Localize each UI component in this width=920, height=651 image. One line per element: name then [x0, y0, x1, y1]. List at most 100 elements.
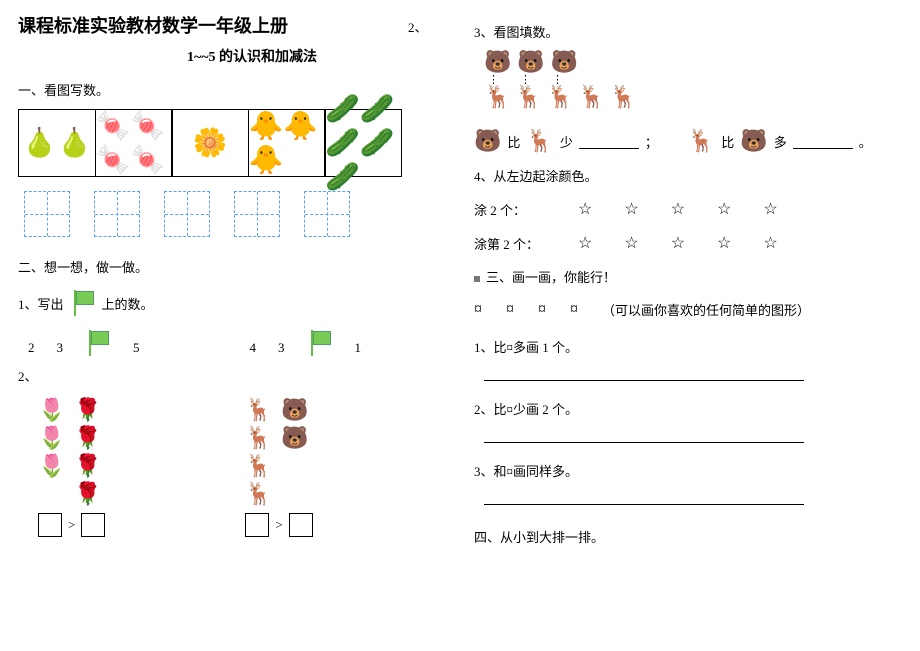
bear-row: 🐻 🐻 🐻	[484, 51, 902, 73]
seq-b: 4 3 1	[250, 330, 362, 356]
star-row-b: 涂第 2 个： ☆ ☆ ☆ ☆ ☆	[474, 233, 902, 253]
animals-block: 🦌🐻 🦌🐻 🦌 🦌 >	[225, 395, 312, 537]
flower-compare: >	[38, 513, 105, 537]
picbox-cucumbers: 🥒🥒🥒🥒🥒	[324, 109, 402, 177]
q5-3: 3、和¤画同样多。	[474, 461, 902, 480]
bear-icon: 🐻	[740, 130, 767, 152]
star-icon[interactable]: ☆	[671, 233, 685, 253]
seq-num: 1	[355, 340, 362, 356]
currency-icon: ¤	[538, 301, 546, 319]
rose-icon: 🌹	[74, 455, 102, 477]
bud-icon: 🌷	[38, 455, 66, 477]
blank-input[interactable]	[579, 134, 639, 149]
q2-1-post: 上的数。	[102, 294, 154, 313]
q6-heading: 四、从小到大排一排。	[474, 527, 902, 546]
bear-icon: 🐻	[517, 51, 544, 73]
answer-box[interactable]	[289, 513, 313, 537]
q5-heading: 三、画一画，你能行！	[474, 267, 902, 286]
worksheet-page: 课程标准实验教材数学一年级上册 2、 1~~5 的认识和加减法 一、看图写数。 …	[18, 12, 902, 556]
answer-grid-row	[18, 191, 446, 237]
flag-sequences: 2 3 5 4 3 1	[18, 330, 446, 356]
q2-heading: 二、想一想，做一做。	[18, 257, 446, 276]
deer-icon: 🦌	[484, 86, 511, 108]
q5-1: 1、比¤多画 1 个。	[474, 337, 902, 356]
answer-box[interactable]	[38, 513, 62, 537]
currency-icon: ¤	[474, 301, 482, 319]
answer-grid[interactable]	[164, 191, 210, 237]
deer-icon: 🦌	[245, 427, 273, 449]
star-label-a: 涂 2 个：	[474, 200, 546, 219]
blank-line[interactable]	[484, 424, 804, 443]
deer-icon: 🦌	[526, 130, 553, 152]
animal-grid: 🦌🐻 🦌🐻 🦌 🦌	[245, 399, 312, 505]
cmp-word: 比	[721, 132, 734, 151]
title-row: 课程标准实验教材数学一年级上册 2、	[18, 12, 446, 38]
q2-1-pre: 1、写出	[18, 294, 64, 313]
gt-symbol: >	[275, 517, 282, 533]
star-icon[interactable]: ☆	[763, 199, 777, 219]
star-label-b: 涂第 2 个：	[474, 234, 546, 253]
blank-line[interactable]	[484, 362, 804, 381]
answer-grid[interactable]	[24, 191, 70, 237]
currency-icon: ¤	[506, 301, 514, 319]
currency-icon: ¤	[570, 301, 578, 319]
star-icon[interactable]: ☆	[624, 199, 638, 219]
cmp-sep: ；	[645, 132, 658, 151]
star-icon[interactable]: ☆	[671, 199, 685, 219]
deer-icon: 🦌	[578, 86, 605, 108]
seq-num: 4	[250, 340, 257, 356]
deer-icon: 🦌	[515, 86, 542, 108]
star-icon[interactable]: ☆	[717, 233, 731, 253]
star-icon[interactable]: ☆	[624, 233, 638, 253]
bear-icon: 🐻	[281, 399, 309, 421]
picbox-chicks: 🐥🐥🐥	[248, 109, 326, 177]
answer-box[interactable]	[245, 513, 269, 537]
q5-heading-text: 三、画一画，你能行！	[486, 270, 616, 285]
right-column: 3、看图填数。 🐻 🐻 🐻 ⋮ ⋮ ⋮ 🦌 🦌 🦌 🦌 🦌 🐻 比 🦌 少 ； …	[474, 12, 902, 556]
compare-line: 🐻 比 🦌 少 ； 🦌 比 🐻 多 。	[474, 130, 902, 152]
rose-icon: 🌹	[74, 399, 102, 421]
blank-input[interactable]	[793, 134, 853, 149]
seq-a: 2 3 5	[28, 330, 140, 356]
star-icon[interactable]: ☆	[763, 233, 777, 253]
q4-heading: 4、从左边起涂颜色。	[474, 166, 902, 185]
seq-num: 2	[28, 340, 35, 356]
page-title: 课程标准实验教材数学一年级上册	[18, 12, 288, 38]
answer-grid[interactable]	[234, 191, 280, 237]
cmp-word: 多	[774, 132, 787, 151]
currency-row: ¤ ¤ ¤ ¤ （可以画你喜欢的任何简单的图形）	[474, 300, 902, 319]
star-icon[interactable]: ☆	[717, 199, 731, 219]
flag-icon	[70, 290, 96, 316]
answer-box[interactable]	[81, 513, 105, 537]
flag-icon	[307, 330, 333, 356]
gt-symbol: >	[68, 517, 75, 533]
star-row-a: 涂 2 个： ☆ ☆ ☆ ☆ ☆	[474, 199, 902, 219]
deer-icon: 🦌	[245, 455, 273, 477]
answer-grid[interactable]	[94, 191, 140, 237]
flag-icon	[85, 330, 111, 356]
rose-icon: 🌹	[74, 483, 102, 505]
bear-icon: 🐻	[474, 130, 501, 152]
star-icon[interactable]: ☆	[578, 233, 592, 253]
q5-note: （可以画你喜欢的任何简单的图形）	[602, 300, 810, 319]
animal-compare: >	[245, 513, 312, 537]
answer-grid[interactable]	[304, 191, 350, 237]
bud-icon: 🌷	[38, 399, 66, 421]
page-subtitle: 1~~5 的认识和加减法	[58, 46, 446, 66]
flowers-block: 🌷🌹 🌷🌹 🌷🌹 🌹 >	[18, 395, 105, 537]
seq-num: 5	[133, 340, 140, 356]
bud-icon: 🌷	[38, 427, 66, 449]
picture-row: 🍐🍐 🍬🍬🍬🍬 🌼 🐥🐥🐥 🥒🥒🥒🥒🥒	[18, 109, 446, 177]
cmp-word: 少	[560, 132, 573, 151]
blank-line[interactable]	[484, 486, 804, 505]
q2-1-line: 1、写出 上的数。	[18, 290, 446, 316]
picbox-candies: 🍬🍬🍬🍬	[95, 109, 173, 177]
side-number: 2、	[408, 17, 428, 36]
bear-icon: 🐻	[484, 51, 511, 73]
star-icon[interactable]: ☆	[578, 199, 592, 219]
seq-num: 3	[278, 340, 285, 356]
cmp-word: 比	[507, 132, 520, 151]
picbox-flower: 🌼	[171, 109, 249, 177]
deer-icon: 🦌	[547, 86, 574, 108]
q5-2: 2、比¤少画 2 个。	[474, 399, 902, 418]
